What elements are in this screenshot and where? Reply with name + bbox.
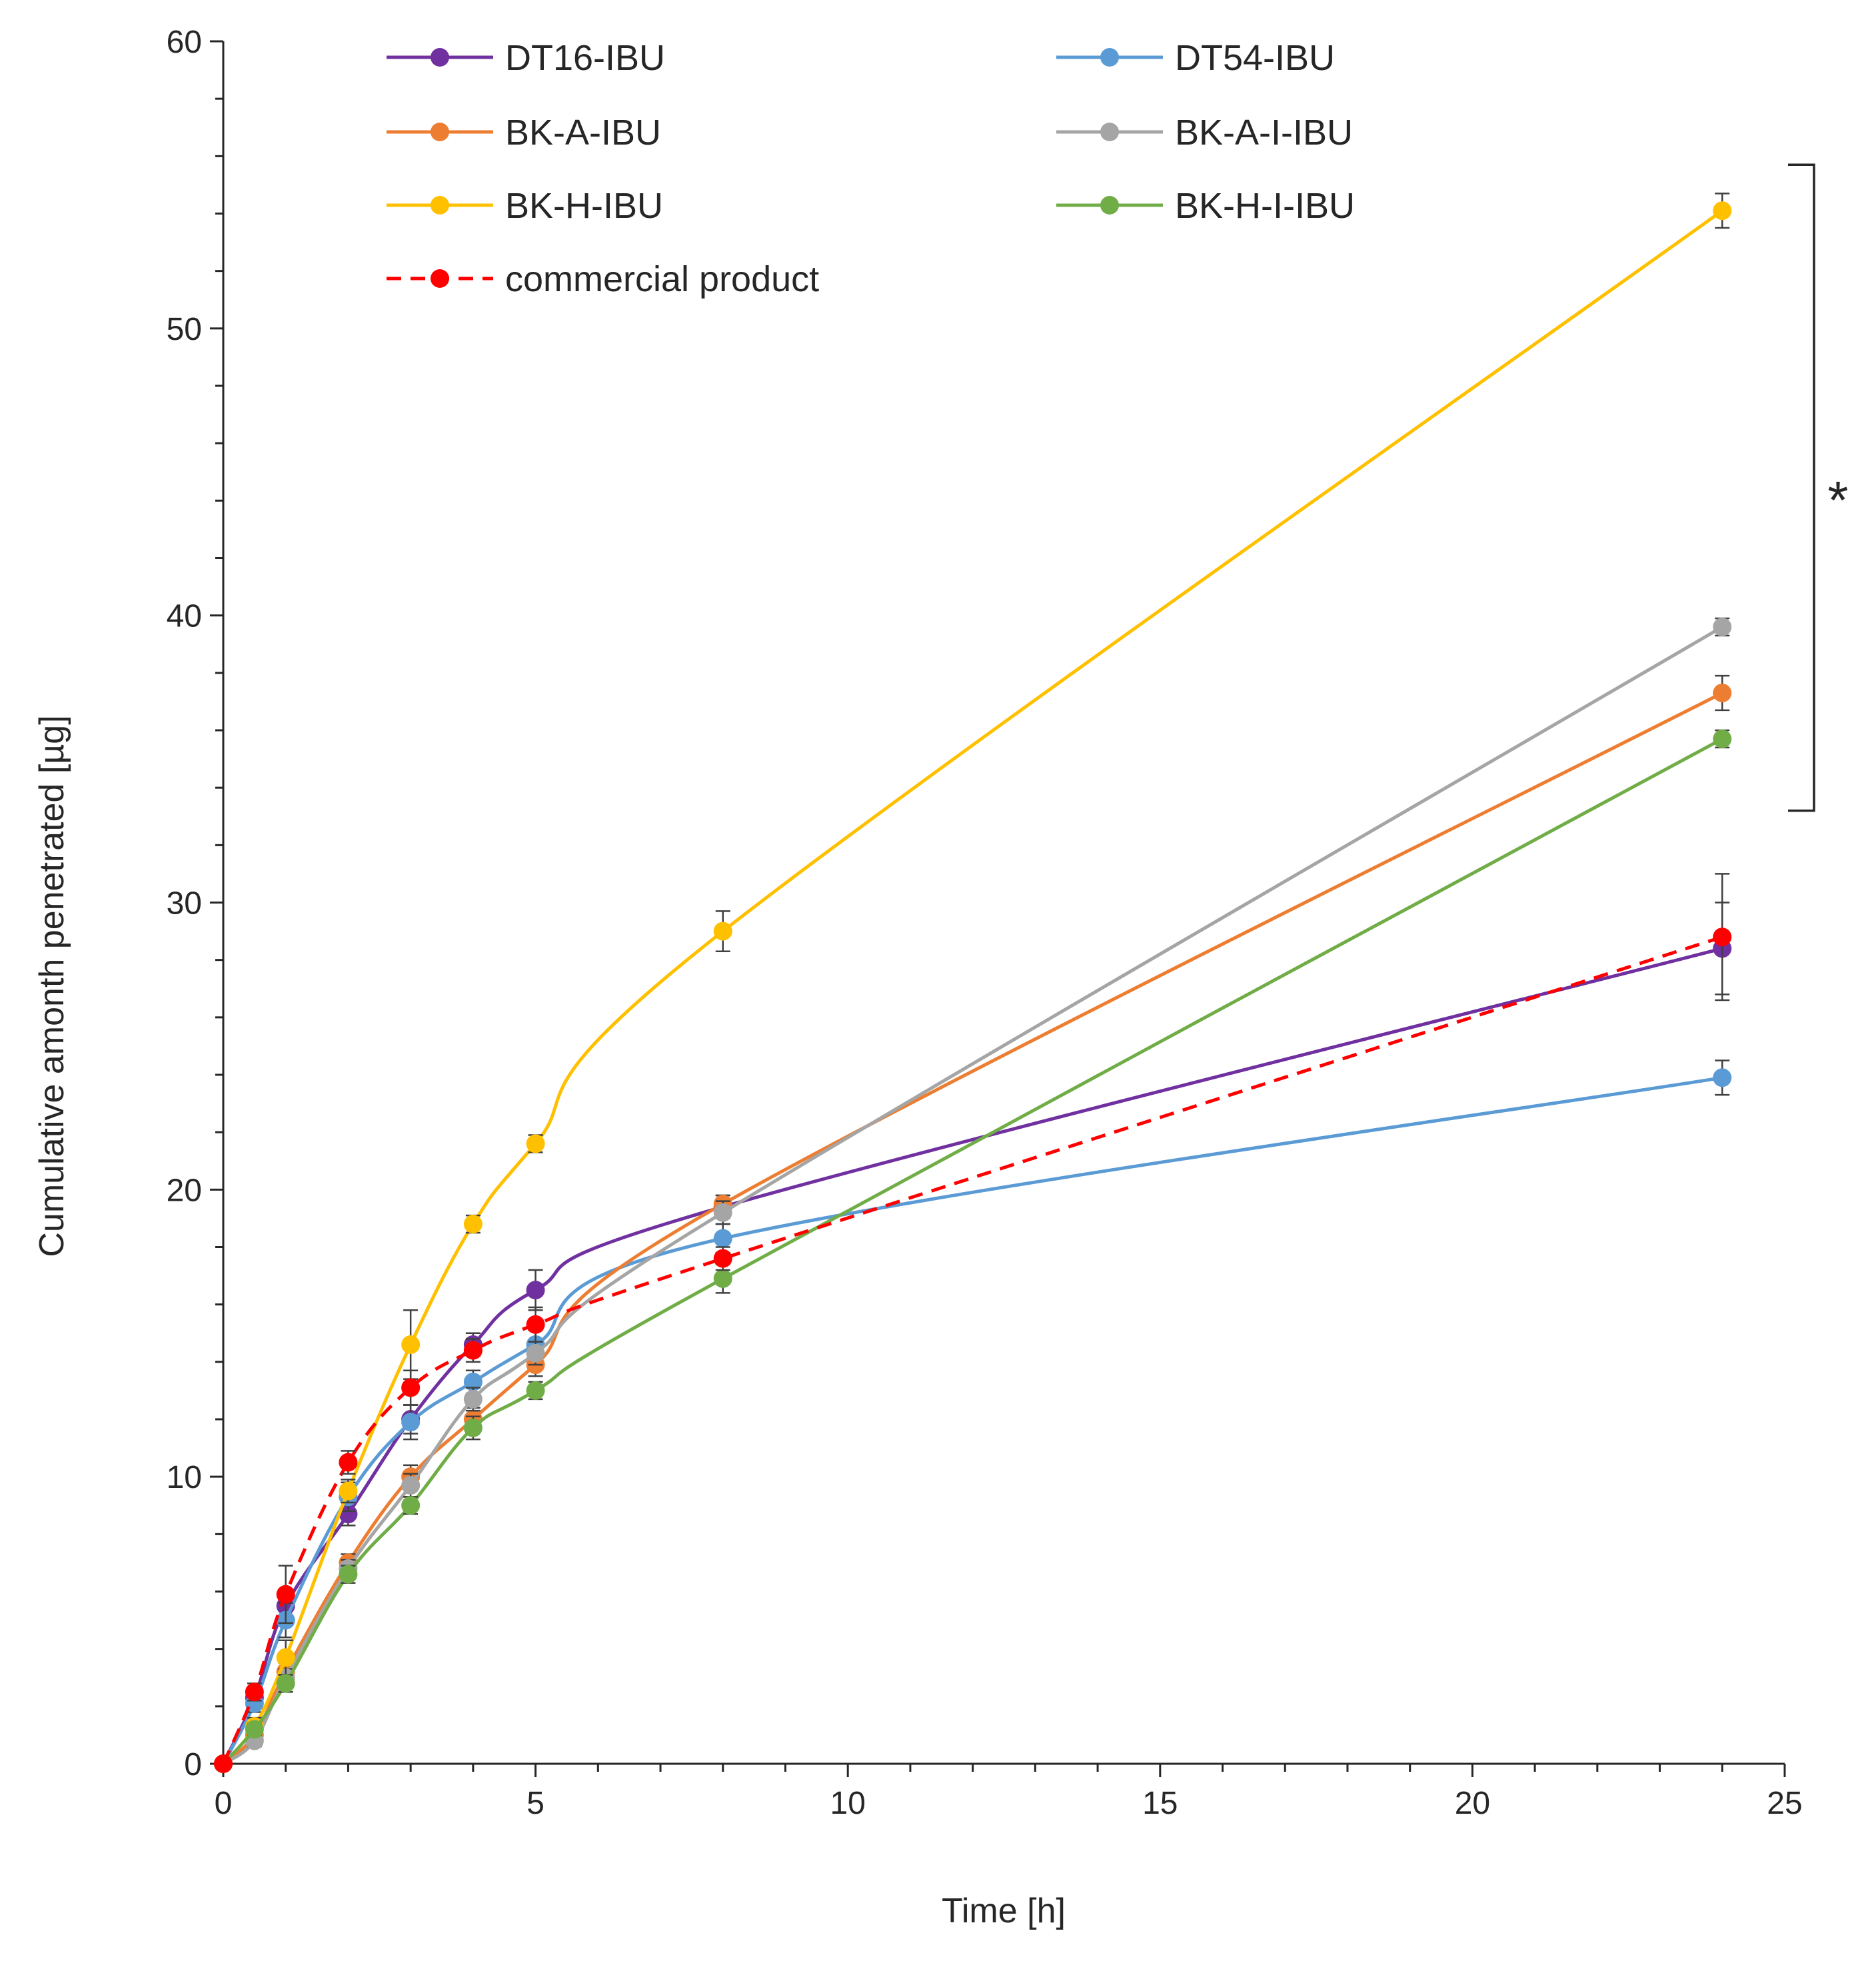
data-point [713,1203,732,1222]
x-tick-label: 10 [830,1786,866,1821]
data-point [1713,683,1732,702]
significance-star: * [1827,470,1848,530]
legend-label: commercial product [505,259,819,299]
data-point [339,1505,358,1524]
series-commercial-product [214,873,1732,1773]
series-line [222,209,1723,1765]
data-point [401,1335,421,1354]
y-axis-title: Cumulative amonth penetrated [µg] [33,715,71,1257]
tick-labels: 0 10 20 30 40 50 60 0 5 10 15 20 25 [167,25,1803,1821]
x-tick-label: 5 [526,1786,544,1821]
y-tick-label: 10 [167,1460,202,1495]
y-tick-label: 0 [184,1747,202,1782]
data-point [526,1343,545,1363]
series-line [222,625,1723,1766]
data-point [713,922,732,941]
data-point [401,1413,421,1432]
y-tick-label: 50 [167,312,202,347]
data-point [526,1281,545,1300]
series-bk-a-ibu [214,674,1732,1773]
data-point [401,1476,421,1495]
axes [222,41,1785,1765]
legend-label: DT16-IBU [505,38,665,78]
data-point [1713,201,1732,221]
series-line [222,691,1723,1765]
series-dt16-ibu [214,902,1732,1773]
data-point [339,1481,358,1501]
legend: DT16-IBU DT54-IBU BK-A-IBU BK-A-I-IBU BK-H-I… [387,38,1355,299]
data-point [339,1565,358,1584]
significance-bracket [1788,163,1815,812]
data-point [276,1648,295,1667]
x-tick-label: 25 [1767,1786,1802,1821]
legend-swatch-marker [1100,48,1119,67]
legend-item: BK-A-IBU [387,113,661,153]
legend-item: BK-A-I-IBU [1056,113,1353,153]
data-point [463,1341,482,1360]
data-point [526,1381,545,1400]
legend-item: DT16-IBU [387,38,665,78]
x-tick-label: 15 [1142,1786,1178,1821]
y-tick-label: 20 [167,1173,202,1208]
significance-annotation: * [1788,163,1849,812]
series-line [221,1075,1723,1765]
y-tick-label: 60 [167,25,202,60]
legend-item: commercial product [387,259,819,299]
data-point [463,1418,482,1437]
series-bk-h-ibu [214,193,1732,1773]
legend-label: BK-A-I-IBU [1175,113,1353,153]
legend-swatch-marker [431,48,449,67]
data-point [713,1269,732,1288]
x-tick-label: 20 [1455,1786,1490,1821]
series-layer [214,193,1732,1773]
legend-label: DT54-IBU [1175,38,1335,78]
legend-swatch-marker [431,269,449,288]
y-tick-label: 40 [167,599,202,634]
data-point [245,1720,264,1739]
series-line [221,935,1723,1764]
series-bk-a-i-ibu [214,617,1732,1773]
y-tick-label: 30 [167,886,202,922]
legend-label: BK-H-IBU [505,186,663,226]
data-point [713,1229,732,1248]
data-point [463,1372,482,1391]
legend-label: BK-H-I-IBU [1175,186,1355,226]
legend-item: BK-H-I-IBU [1056,186,1355,226]
data-point [1713,729,1732,748]
legend-swatch-marker [431,196,449,215]
tick-marks [210,40,1786,1777]
data-point [1713,1068,1732,1087]
data-point [713,1249,732,1268]
legend-item: DT54-IBU [1056,38,1335,78]
data-point [276,1674,295,1693]
data-point [401,1378,421,1397]
data-point [526,1315,545,1334]
legend-swatch-marker [1100,196,1119,215]
data-point [463,1215,482,1234]
data-point [245,1682,264,1702]
legend-swatch-marker [431,123,449,141]
data-point [276,1585,295,1604]
data-point [463,1389,482,1409]
data-point [401,1496,421,1515]
series-bk-h-i-ibu [214,729,1732,1773]
series-line [222,737,1723,1765]
x-tick-label: 0 [215,1786,233,1821]
data-point [339,1453,358,1472]
legend-item: BK-H-IBU [387,186,663,226]
legend-label: BK-A-IBU [505,113,661,153]
data-point [1713,928,1732,947]
series-dt54-ibu [214,1059,1732,1773]
data-point [526,1134,545,1153]
x-axis-title: Time [h] [942,1892,1066,1930]
legend-swatch-marker [1100,123,1119,141]
data-point [1713,617,1732,636]
data-point [214,1754,233,1773]
